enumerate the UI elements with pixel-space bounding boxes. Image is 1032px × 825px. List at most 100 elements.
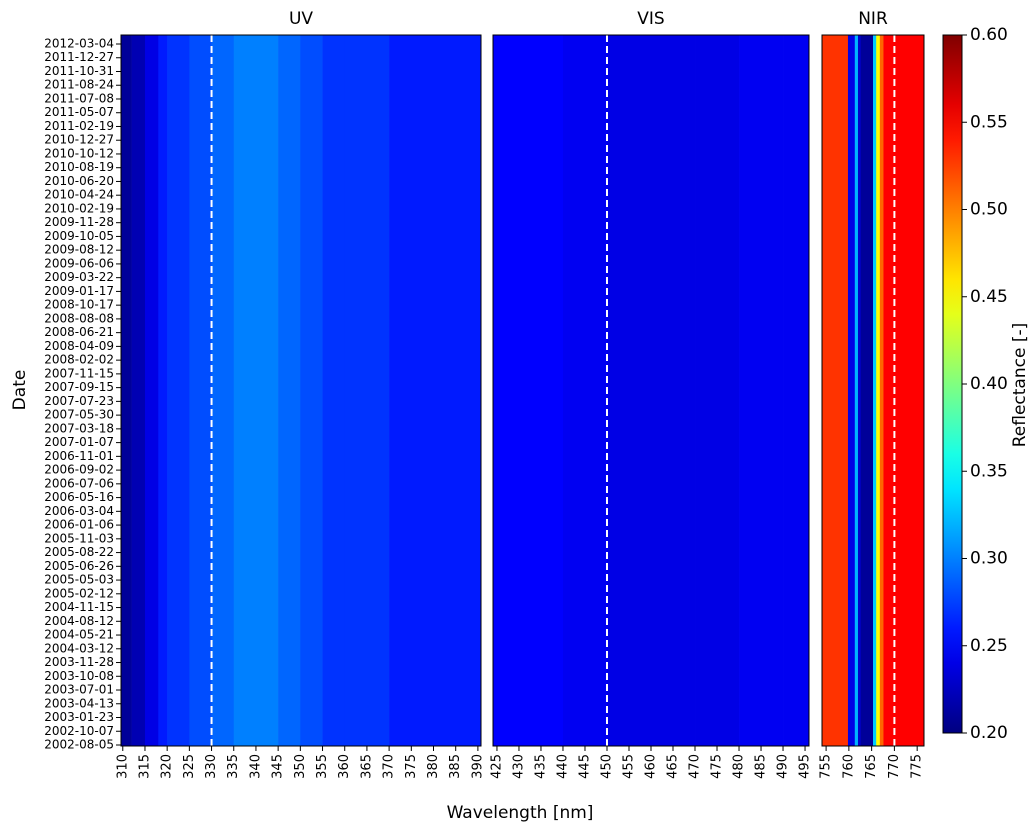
heatmap-cell (873, 35, 877, 746)
y-tick-label: 2009-08-12 (44, 243, 114, 257)
y-tick-label: 2005-05-03 (44, 573, 114, 587)
heatmap-cell (255, 35, 279, 746)
x-tick-label: 445 (577, 754, 592, 779)
heatmap-cell (518, 35, 564, 746)
panel-frame (120, 34, 482, 747)
y-tick-label: 2005-11-03 (44, 531, 114, 545)
y-tick-label: 2012-03-04 (44, 37, 114, 51)
y-tick-label: 2009-03-22 (44, 270, 114, 284)
colorbar-tick-label: 0.55 (970, 112, 1008, 132)
heatmap-cell (144, 35, 159, 746)
x-tick-label: 450 (599, 754, 614, 779)
y-tick-label: 2008-10-17 (44, 298, 114, 312)
x-tick-label: 355 (315, 754, 330, 779)
colorbar-label: Reflectance [-] (1010, 323, 1030, 448)
heatmap-cell (344, 35, 390, 746)
y-tick-label: 2010-08-19 (44, 160, 114, 174)
panel-title: UV (289, 9, 313, 29)
y-tick-label: 2008-06-21 (44, 325, 114, 339)
x-tick-label: 390 (470, 754, 485, 779)
x-tick-label: 430 (511, 754, 526, 779)
colorbar-tick-label: 0.45 (970, 287, 1008, 307)
heatmap-cell (562, 35, 608, 746)
y-tick-label: 2003-07-01 (44, 683, 114, 697)
y-tick-label: 2007-07-23 (44, 394, 114, 408)
heatmap-cell (389, 35, 434, 746)
panel-frame (821, 34, 925, 747)
y-tick-label: 2011-12-27 (44, 50, 114, 64)
heatmap-cell (167, 35, 190, 746)
y-tick-label: 2002-10-07 (44, 724, 114, 738)
heatmap-cell (433, 35, 482, 746)
x-tick-label: 320 (160, 754, 175, 779)
heatmap-cell (131, 35, 146, 746)
y-tick-label: 2008-02-02 (44, 353, 114, 367)
x-tick-label: 495 (798, 754, 813, 779)
x-tick-label: 425 (489, 754, 504, 779)
heatmap-cell (211, 35, 235, 746)
heatmap-cell (847, 35, 856, 746)
x-tick-label: 315 (137, 754, 152, 779)
x-tick-label: 375 (404, 754, 419, 779)
x-tick-label: 380 (426, 754, 441, 779)
x-tick-label: 485 (754, 754, 769, 779)
colorbar (942, 34, 963, 734)
y-tick-label: 2010-12-27 (44, 133, 114, 147)
y-tick-label: 2004-05-21 (44, 628, 114, 642)
x-tick-label: 340 (248, 754, 263, 779)
heatmap-cell (158, 35, 168, 746)
x-tick-label: 330 (204, 754, 219, 779)
y-tick-label: 2010-06-20 (44, 174, 114, 188)
x-tick-label: 465 (666, 754, 681, 779)
x-tick-label: 365 (359, 754, 374, 779)
y-tick-label: 2006-11-01 (44, 449, 114, 463)
y-tick-label: 2003-10-08 (44, 669, 114, 683)
colorbar-tick-label: 0.50 (970, 200, 1008, 220)
y-tick-label: 2011-10-31 (44, 64, 114, 78)
x-tick-label: 470 (688, 754, 703, 779)
y-tick-label: 2003-11-28 (44, 655, 114, 669)
x-tick-label: 435 (533, 754, 548, 779)
heatmap-cell (189, 35, 212, 746)
heatmap-cell (883, 35, 925, 746)
y-tick-label: 2008-04-09 (44, 339, 114, 353)
heatmap-cell (822, 35, 849, 746)
heatmap-cell (322, 35, 346, 746)
x-tick-label: 335 (226, 754, 241, 779)
heatmap-cell (783, 35, 810, 746)
y-tick-label: 2007-09-15 (44, 380, 114, 394)
y-tick-label: 2005-08-22 (44, 545, 114, 559)
x-tick-label: 325 (182, 754, 197, 779)
heatmap-cell (278, 35, 301, 746)
x-tick-label: 310 (115, 754, 130, 779)
x-tick-label: 775 (910, 754, 925, 779)
y-tick-label: 2004-03-12 (44, 641, 114, 655)
heatmap-cell (300, 35, 323, 746)
x-tick-label: 455 (621, 754, 636, 779)
x-tick-label: 490 (776, 754, 791, 779)
heatmap-cell (739, 35, 784, 746)
y-tick-label: 2011-02-19 (44, 119, 114, 133)
x-tick-label: 760 (841, 754, 856, 779)
y-tick-label: 2006-05-16 (44, 490, 114, 504)
colorbar-tick-label: 0.30 (970, 549, 1008, 569)
y-tick-label: 2011-05-07 (44, 105, 114, 119)
y-tick-label: 2011-08-24 (44, 78, 114, 92)
y-tick-label: 2010-10-12 (44, 146, 114, 160)
x-axis-label: Wavelength [nm] (447, 803, 594, 823)
heatmap-cell (121, 35, 132, 746)
y-tick-label: 2007-03-18 (44, 421, 114, 435)
y-tick-label: 2005-02-12 (44, 586, 114, 600)
colorbar-tick-label: 0.25 (970, 636, 1008, 656)
y-tick-label: 2006-03-04 (44, 504, 114, 518)
x-tick-label: 765 (864, 754, 879, 779)
x-tick-label: 350 (293, 754, 308, 779)
x-tick-label: 360 (337, 754, 352, 779)
x-tick-label: 385 (448, 754, 463, 779)
panel-title: NIR (858, 9, 888, 29)
y-tick-label: 2005-06-26 (44, 559, 114, 573)
y-tick-label: 2003-01-23 (44, 710, 114, 724)
heatmap-cell (876, 35, 881, 746)
heatmap-cell (879, 35, 884, 746)
